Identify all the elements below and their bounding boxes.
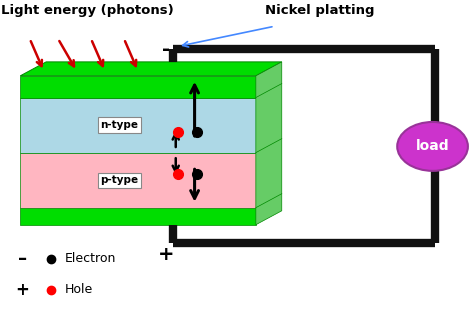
Text: +: + — [158, 245, 174, 264]
Text: -: - — [162, 40, 170, 59]
Text: +: + — [16, 281, 29, 299]
Text: Electron: Electron — [65, 252, 117, 265]
Text: p-type: p-type — [100, 175, 138, 185]
Text: n-type: n-type — [100, 120, 138, 130]
Text: Hole: Hole — [65, 283, 93, 296]
Polygon shape — [20, 76, 256, 98]
Polygon shape — [20, 98, 256, 153]
Text: Light energy (photons): Light energy (photons) — [1, 4, 174, 18]
Text: Nickel platting: Nickel platting — [265, 4, 375, 18]
Ellipse shape — [397, 122, 468, 171]
Text: –: – — [18, 250, 27, 268]
Polygon shape — [20, 153, 256, 208]
Polygon shape — [20, 62, 282, 76]
Text: load: load — [416, 139, 449, 153]
Polygon shape — [256, 62, 282, 225]
Polygon shape — [20, 208, 256, 225]
